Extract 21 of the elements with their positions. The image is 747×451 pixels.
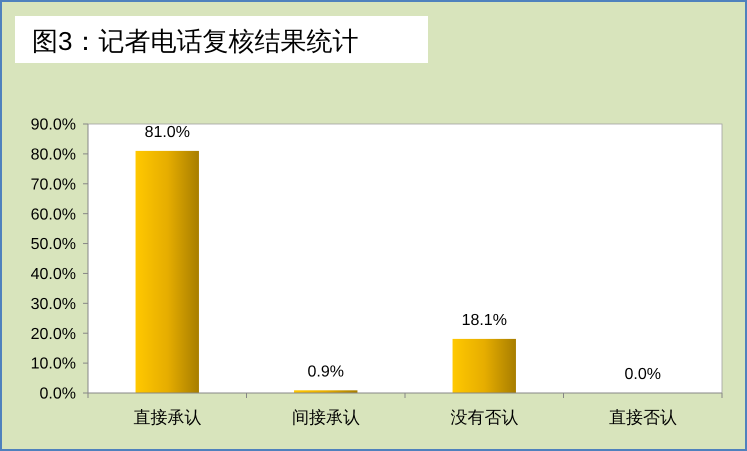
data-label: 81.0% [144,124,190,141]
x-tick-label: 间接承认 [292,408,360,427]
data-label: 0.9% [308,363,344,380]
y-tick-label: 20.0% [30,326,76,343]
y-tick-label: 80.0% [30,146,76,164]
x-tick-label: 直接承认 [133,408,202,427]
y-tick-label: 60.0% [30,206,76,224]
y-tick-label: 30.0% [30,296,76,313]
data-label: 18.1% [462,312,507,329]
y-tick-label: 40.0% [30,266,76,284]
y-tick-label: 90.0% [30,116,76,134]
y-tick-label: 10.0% [30,356,76,373]
bar [136,150,199,393]
x-tick-label: 直接否认 [608,408,677,427]
y-tick-label: 50.0% [30,236,76,254]
x-tick-label: 没有否认 [450,408,518,427]
chart-title: 图3：记者电话复核结果统计 [32,26,358,56]
y-tick-label: 0.0% [40,386,76,403]
bar [452,338,516,393]
data-label: 0.0% [624,366,661,383]
y-tick-label: 70.0% [30,176,76,194]
